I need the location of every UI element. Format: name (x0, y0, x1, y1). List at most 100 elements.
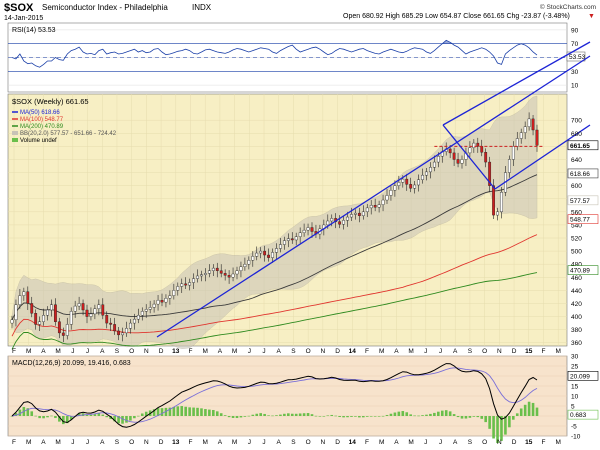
candle (93, 308, 97, 315)
candle (294, 236, 298, 241)
candle (515, 138, 519, 147)
candle (144, 309, 148, 312)
price-value-tag (567, 265, 599, 275)
macd-histogram-bar (156, 408, 160, 416)
macd-histogram-bar (231, 416, 235, 418)
price-x-tick-label: F (365, 348, 369, 355)
price-x-tick-label: M (55, 348, 60, 355)
candle (152, 303, 156, 308)
candle (46, 309, 49, 316)
candle (73, 305, 77, 312)
candle (30, 303, 34, 314)
candle (231, 273, 235, 278)
candle (184, 283, 188, 286)
macd-histogram-bar (85, 414, 89, 416)
price-x-tick-label: J (439, 348, 442, 355)
candle (488, 161, 492, 186)
candle (267, 254, 270, 258)
candle (223, 273, 227, 276)
price-x-tick-label: M (408, 348, 413, 355)
macd-histogram-bar (397, 411, 401, 416)
price-tick-label: 700 (571, 118, 582, 125)
macd-histogram-bar (527, 401, 531, 416)
rsi-value-label: 53.53 (569, 54, 586, 61)
macd-histogram-bar (125, 416, 128, 423)
macd-histogram-bar (512, 416, 515, 420)
candle (527, 118, 531, 127)
price-x-tick-label: 13 (172, 348, 180, 355)
macd-histogram-bar (472, 416, 476, 417)
price-value-tag-label: 577.57 (570, 198, 590, 205)
macd-histogram-bar (334, 415, 337, 417)
macd-x-tick-label: A (394, 439, 399, 446)
macd-histogram-bar (354, 416, 357, 417)
candle (172, 290, 176, 296)
macd-histogram-bar (358, 416, 361, 418)
price-x-tick-label: A (218, 348, 223, 355)
candle (448, 148, 452, 154)
ma100-line (11, 234, 538, 337)
candle (271, 252, 274, 258)
macd-histogram-bar (437, 411, 440, 416)
macd-histogram-bar (46, 416, 49, 418)
candle (117, 330, 120, 336)
rsi-panel: 1030507090 RSI(14) 53.53 53.53 (7, 22, 586, 93)
macd-histogram-bar (208, 409, 211, 416)
rsi-tick-label: 30 (571, 69, 579, 76)
price-x-axis: F M A M J J A S O N D 13 F M A M J J A S O N D 14 F M A M J J A S O N D 15 F… (12, 348, 561, 355)
candle (432, 161, 436, 168)
candle (523, 126, 527, 133)
price-x-tick-label: J (71, 348, 74, 355)
candle (354, 212, 357, 215)
candle (385, 195, 389, 201)
macd-histogram-bar (429, 413, 432, 416)
price-tick-label: 540 (571, 222, 582, 229)
macd-x-tick-label: F (365, 439, 369, 446)
macd-label: MACD(12,26,9) 20.099, 19.416, 0.683 (12, 360, 131, 367)
macd-x-tick-label: A (453, 439, 458, 446)
macd-histogram-bar (247, 415, 251, 417)
candle (129, 322, 132, 329)
macd-x-tick-label: M (379, 439, 384, 446)
macd-x-tick-label: J (71, 439, 74, 446)
macd-histogram-bar (144, 411, 148, 416)
macd-histogram-bar (405, 412, 409, 416)
macd-histogram-bar (196, 407, 199, 416)
candle (219, 270, 223, 274)
macd-histogram-bar (121, 416, 124, 424)
price-x-tick-label: 14 (349, 348, 357, 355)
macd-x-tick-label: M (408, 439, 413, 446)
candle (77, 303, 81, 307)
macd-histogram-bar (279, 414, 282, 416)
down-arrow-icon: ▼ (588, 13, 595, 20)
price-x-tick-label: S (468, 348, 473, 355)
macd-histogram-bar (302, 413, 306, 416)
macd-histogram-bar (219, 413, 223, 416)
rsi-line (11, 39, 538, 68)
macd-histogram-bar (215, 411, 219, 416)
macd-histogram-bar (239, 416, 243, 418)
candle (405, 178, 409, 185)
candle (164, 298, 168, 303)
candle (235, 270, 239, 275)
macd-x-tick-label: A (100, 439, 105, 446)
price-x-tick-label: J (248, 348, 251, 355)
macd-x-tick-label: J (424, 439, 427, 446)
price-x-tick-label: D (512, 348, 517, 355)
macd-histogram-bar (294, 413, 298, 416)
bb-legend-label: BB(20,2.0) 577.57 - 651.66 - 724.42 (20, 131, 117, 137)
candle (136, 315, 140, 320)
candle (54, 304, 57, 322)
candle (156, 299, 160, 305)
rsi-value-tag (566, 51, 586, 62)
date-label: 14-Jan-2015 (4, 15, 43, 22)
price-tick-label: 420 (571, 301, 582, 308)
macd-x-tick-label: 14 (349, 439, 357, 446)
candle (357, 212, 361, 216)
macd-value-tag-label: 0.683 (570, 412, 587, 419)
candle (500, 191, 503, 213)
macd-x-tick-label: F (541, 439, 545, 446)
candle (302, 229, 306, 233)
bollinger-band (11, 95, 538, 350)
macd-x-tick-label: O (129, 439, 134, 446)
